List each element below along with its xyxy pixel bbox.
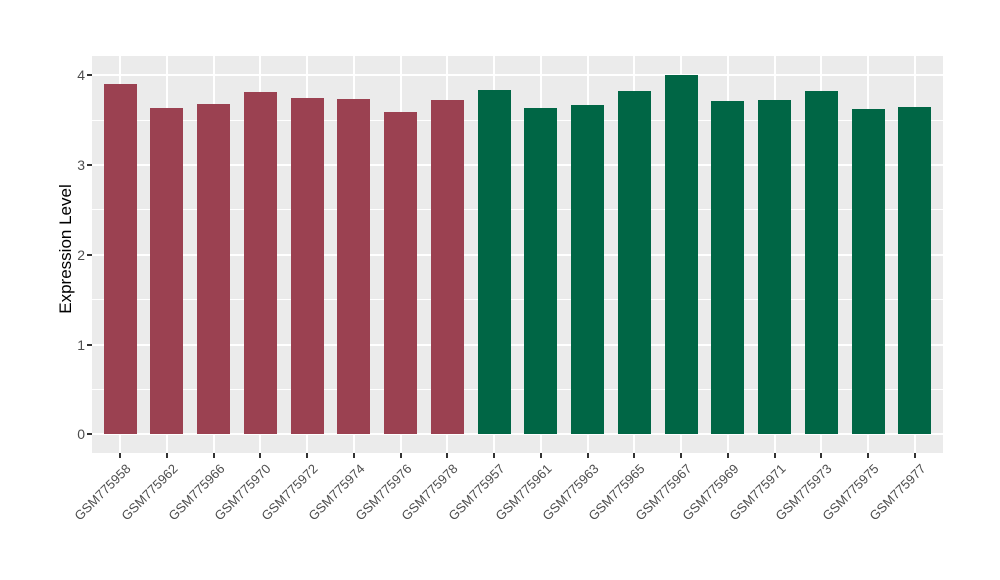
bar [103, 84, 137, 435]
x-tick-mark [119, 453, 122, 458]
x-tick-mark [493, 453, 496, 458]
x-tick-mark [446, 453, 449, 458]
bar [243, 92, 277, 435]
y-tick-label: 1 [77, 336, 85, 353]
bar [197, 104, 231, 435]
x-tick-mark [680, 453, 683, 458]
x-tick-mark [913, 453, 916, 458]
bar [290, 97, 324, 435]
x-tick-mark [867, 453, 870, 458]
minor-gridline [92, 299, 943, 301]
major-gridline [92, 433, 943, 436]
major-gridline [92, 164, 943, 167]
x-tick-mark [633, 453, 636, 458]
x-tick-mark [539, 453, 542, 458]
y-tick-label: 2 [77, 246, 85, 263]
x-tick-mark [773, 453, 776, 458]
bar [711, 101, 745, 435]
plot-panel [92, 56, 943, 453]
major-gridline [92, 253, 943, 256]
x-tick-mark [726, 453, 729, 458]
bar [617, 90, 651, 435]
bar [898, 106, 932, 435]
minor-gridline [92, 209, 943, 211]
bar [337, 98, 371, 435]
bar [851, 109, 885, 435]
bar [430, 100, 464, 435]
x-tick-mark [586, 453, 589, 458]
x-tick-mark [306, 453, 309, 458]
x-tick-mark [820, 453, 823, 458]
bar [384, 112, 418, 435]
bar [758, 99, 792, 435]
x-tick-mark [352, 453, 355, 458]
minor-gridline [92, 388, 943, 390]
bar [150, 107, 184, 435]
y-tick-label: 3 [77, 157, 85, 174]
y-tick-mark [87, 433, 92, 436]
y-tick-label: 0 [77, 426, 85, 443]
bar [571, 104, 605, 435]
bar [664, 75, 698, 435]
y-tick-mark [87, 74, 92, 77]
y-tick-mark [87, 253, 92, 256]
major-gridline [92, 343, 943, 346]
x-tick-mark [212, 453, 215, 458]
bar [477, 89, 511, 435]
x-tick-mark [165, 453, 168, 458]
bar [524, 107, 558, 435]
x-tick-mark [259, 453, 262, 458]
major-gridline [92, 74, 943, 77]
bar [804, 90, 838, 435]
y-tick-mark [87, 164, 92, 167]
y-tick-label: 4 [77, 67, 85, 84]
y-tick-mark [87, 343, 92, 346]
minor-gridline [92, 119, 943, 121]
x-tick-mark [399, 453, 402, 458]
